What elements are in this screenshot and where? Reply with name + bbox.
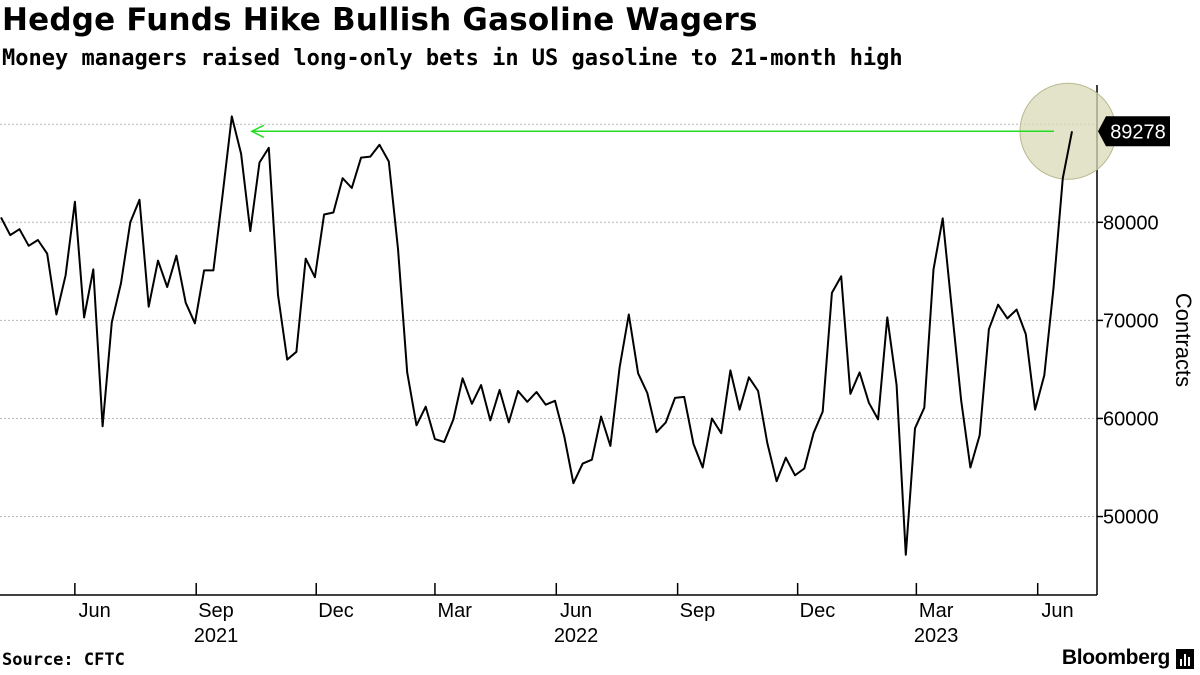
gridlines: [0, 123, 1097, 518]
x-tick-label: Dec: [800, 600, 836, 622]
last-value-callout: 89278: [1098, 116, 1170, 147]
x-year-label: 2023: [914, 625, 959, 647]
source-note: Source: CFTC: [2, 650, 125, 670]
x-tick-label: Jun: [560, 600, 592, 622]
callout-value: 89278: [1110, 121, 1166, 143]
x-axis: Jun Sep Dec Mar Jun Sep Dec Mar Jun 2021 2022 2023: [0, 583, 1097, 647]
x-tick-label: Sep: [680, 600, 716, 622]
x-tick-label: Mar: [437, 600, 472, 622]
x-year-label: 2021: [194, 625, 239, 647]
y-axis-label: Contracts: [1171, 293, 1196, 387]
callout-box: [1098, 116, 1170, 147]
reference-arrow: [250, 124, 1054, 138]
brand-logo: Bloomberg: [1061, 646, 1170, 669]
x-tick-label: Jun: [79, 600, 111, 622]
y-axis: 50000 60000 70000 80000: [1096, 85, 1159, 595]
y-tick-label: 60000: [1103, 408, 1159, 430]
y-tick-label: 70000: [1103, 310, 1159, 332]
y-tick-label: 50000: [1103, 507, 1159, 529]
y-tick-label: 80000: [1103, 212, 1159, 234]
arrowhead: [250, 124, 265, 138]
x-tick-label: Dec: [318, 600, 354, 622]
chart-title: Hedge Funds Hike Bullish Gasoline Wagers: [2, 2, 758, 38]
bloomberg-bars-icon: [1176, 649, 1194, 669]
chart-subtitle: Money managers raised long-only bets in …: [2, 46, 903, 71]
x-tick-label: Jun: [1041, 600, 1073, 622]
series-line: [0, 115, 1073, 556]
x-tick-label: Sep: [198, 600, 234, 622]
x-tick-label: Mar: [919, 600, 954, 622]
x-year-label: 2022: [554, 625, 599, 647]
